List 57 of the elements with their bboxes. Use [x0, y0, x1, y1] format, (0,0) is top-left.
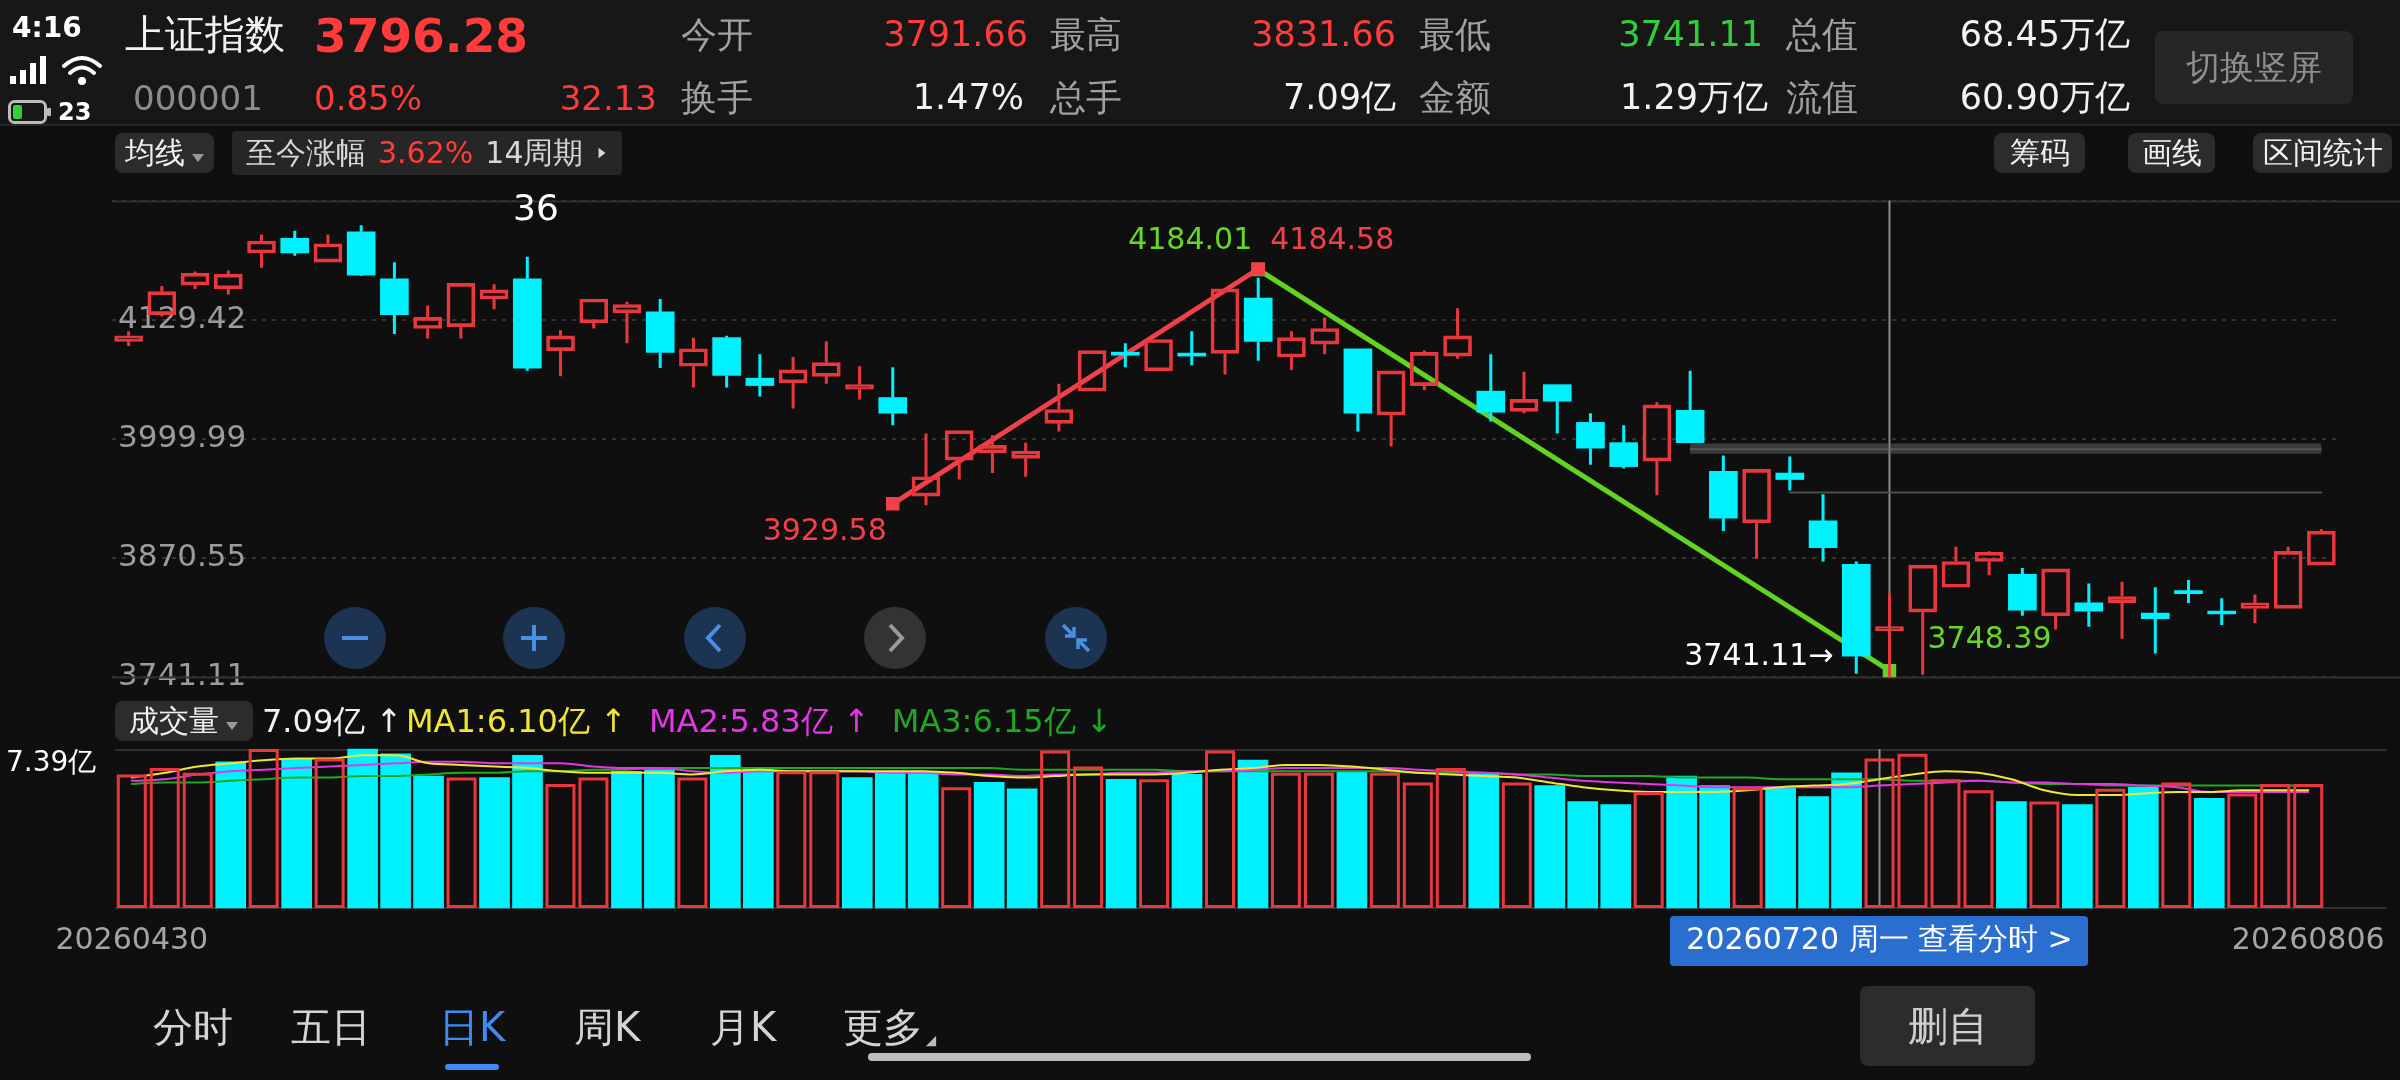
x-tick-label: 20260806 — [2231, 920, 2385, 956]
x-tick-label: 20260430 — [55, 920, 209, 956]
button: 筹码 — [1994, 133, 2085, 173]
y-tick-label: 3870.55 — [118, 537, 247, 574]
text: 3796.28 — [314, 8, 529, 64]
text: 3831.66 — [1251, 13, 1396, 55]
annotation: 36 — [513, 186, 559, 229]
text: 月K — [710, 1003, 777, 1051]
text: 7.09亿 — [1283, 76, 1396, 118]
button: 删自 — [1860, 986, 2035, 1066]
text: 32.13 — [559, 78, 657, 119]
text: 3741.11 — [1618, 13, 1763, 55]
text: 1.29万亿 — [1620, 76, 1768, 118]
text: 000001 — [133, 78, 263, 119]
text: 总手 — [1050, 76, 1122, 119]
text: 0.85% — [314, 78, 423, 119]
text: 更多 — [843, 1003, 923, 1051]
text: 3.62% — [378, 135, 474, 171]
text: 7.09亿 ↑ — [262, 702, 403, 740]
text: 流值 — [1786, 76, 1858, 119]
annotation: 3929.58 — [762, 511, 887, 547]
series-label: MA3:6.15亿 ↓ — [891, 701, 1113, 741]
text: 上证指数 — [125, 10, 285, 58]
text: 五日 — [291, 1003, 371, 1051]
text: 至今涨幅 — [246, 135, 366, 171]
annotation: 4184.58 — [1270, 220, 1395, 256]
text: 今开 — [681, 13, 753, 56]
text: 14周期 — [485, 135, 584, 171]
dropdown-button: 均线 — [115, 133, 214, 173]
dropdown-button: 成交量 — [115, 701, 253, 741]
series-label: MA1:6.10亿 ↑ — [406, 701, 627, 741]
text: 4:16 — [12, 11, 82, 45]
annotation: 4184.01 — [1128, 221, 1253, 257]
button: 区间统计 — [2253, 133, 2392, 173]
text: 1.47% — [912, 76, 1024, 118]
x-tick-label: 20260720 周一 查看分时 > — [1686, 920, 2073, 956]
text: 换手 — [681, 76, 753, 119]
series-label: MA2:5.83亿 ↑ — [648, 701, 870, 741]
annotation: 3741.11→ — [1684, 637, 1834, 673]
button: 切换竖屏 — [2155, 31, 2353, 104]
text: 3791.66 — [883, 13, 1028, 55]
text: 68.45万亿 — [1959, 13, 2130, 55]
y-tick-label: 3741.11 — [118, 656, 247, 693]
text: 日K — [439, 1003, 506, 1051]
text: 总值 — [1786, 13, 1858, 56]
text: 最高 — [1050, 13, 1122, 56]
text: 7.39亿 — [6, 745, 97, 779]
y-tick-label: 3999.99 — [118, 418, 247, 455]
text: 60.90万亿 — [1959, 76, 2130, 118]
y-tick-label: 4129.42 — [118, 298, 247, 335]
text: 金额 — [1419, 76, 1491, 119]
text: 23 — [58, 98, 92, 127]
button: 画线 — [2128, 133, 2215, 173]
text: 最低 — [1419, 13, 1491, 56]
annotation: 3748.39 — [1927, 620, 2052, 656]
text: 分时 — [153, 1003, 233, 1051]
text: 周K — [574, 1003, 641, 1051]
